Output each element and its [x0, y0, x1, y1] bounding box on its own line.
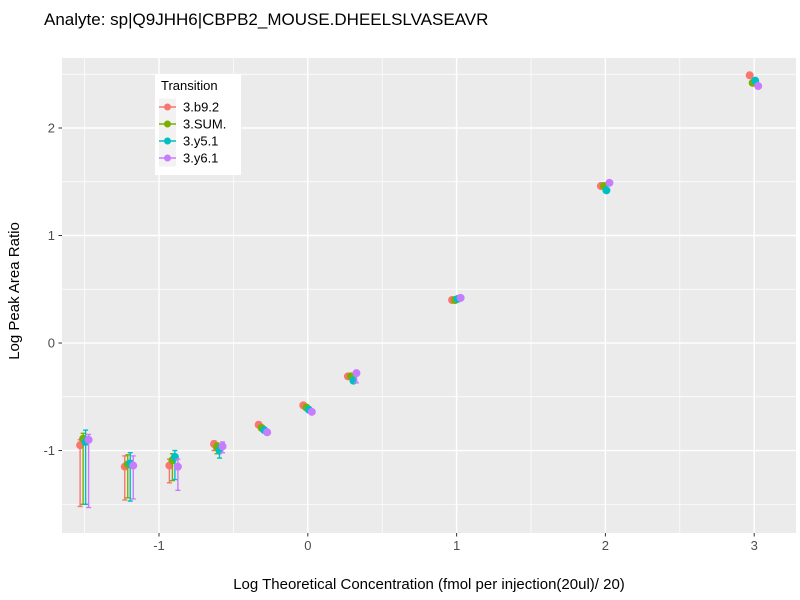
- data-point: [745, 71, 754, 80]
- data-point: [218, 442, 227, 451]
- data-point: [754, 82, 763, 91]
- data-point: [307, 407, 316, 416]
- legend-title: Transition: [161, 78, 218, 93]
- data-point: [605, 178, 614, 187]
- legend-key-point-icon: [164, 137, 171, 145]
- data-point: [602, 186, 611, 195]
- data-point: [173, 462, 182, 471]
- series-3.y6.1: [84, 82, 763, 509]
- legend-label: 3.SUM.: [183, 117, 226, 132]
- x-axis-title: Log Theoretical Concentration (fmol per …: [233, 576, 625, 593]
- y-tick-label: 2: [48, 120, 55, 135]
- x-tick-label: 0: [304, 538, 311, 553]
- y-tick-label: 1: [48, 228, 55, 243]
- legend-key-point-icon: [164, 103, 171, 111]
- data-point: [84, 435, 93, 444]
- x-tick-label: 2: [602, 538, 609, 553]
- x-tick-label: 1: [453, 538, 460, 553]
- legend-key-point-icon: [164, 154, 171, 162]
- x-tick-label: 3: [751, 538, 758, 553]
- legend: Transition 3.b9.2 3.SUM. 3.y5.1 3.y6.1: [155, 74, 241, 175]
- legend-key-point-icon: [164, 120, 171, 128]
- y-axis-title: Log Peak Area Ratio: [6, 222, 23, 360]
- y-tick-label: 0: [48, 336, 55, 351]
- data-point: [129, 461, 138, 470]
- data-point: [456, 293, 465, 302]
- data-point: [263, 428, 272, 437]
- x-tick-label: -1: [153, 538, 165, 553]
- plot-title: Analyte: sp|Q9JHH6|CBPB2_MOUSE.DHEELSLVA…: [44, 10, 489, 29]
- data-point: [352, 369, 361, 378]
- legend-label: 3.b9.2: [183, 100, 219, 115]
- legend-label: 3.y6.1: [183, 151, 218, 166]
- legend-label: 3.y5.1: [183, 134, 218, 149]
- y-tick-label: -1: [43, 443, 55, 458]
